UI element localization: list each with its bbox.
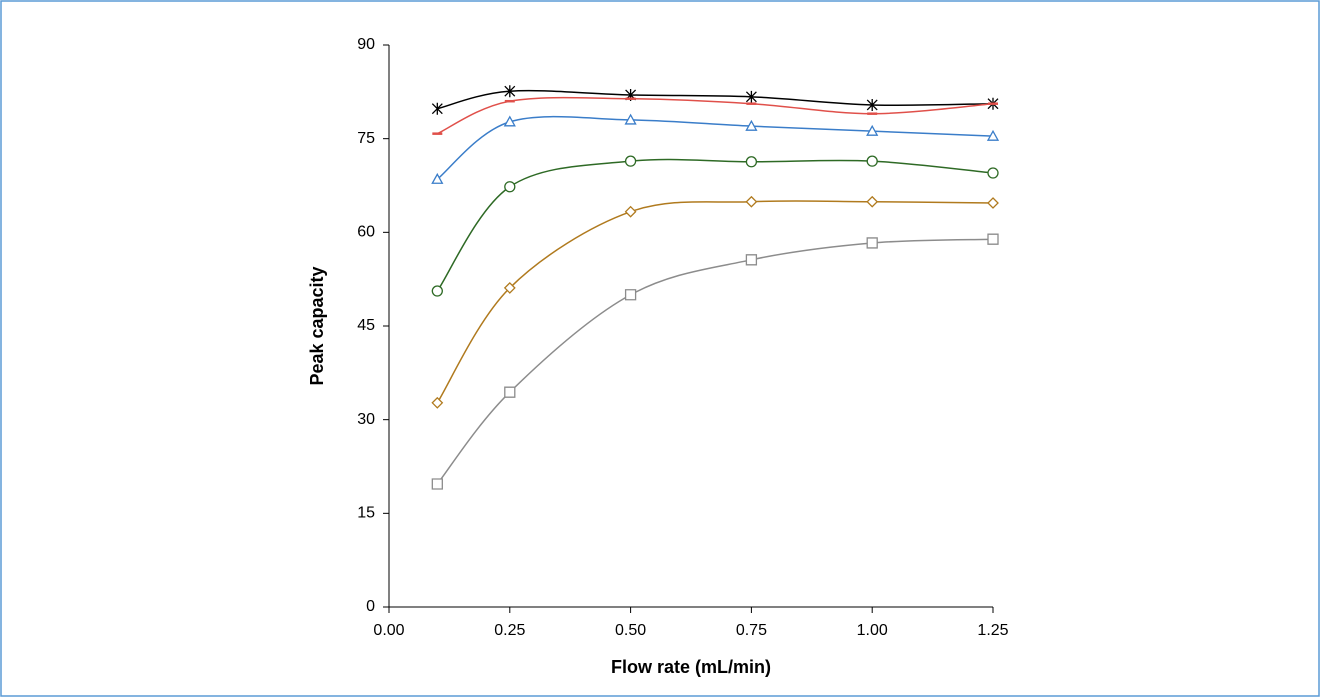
x-tick-label: 1.25 xyxy=(977,622,1008,639)
marker xyxy=(503,281,516,294)
marker xyxy=(504,386,516,398)
series-line xyxy=(437,96,994,135)
marker xyxy=(866,124,879,136)
x-tick-label: 0.50 xyxy=(615,622,646,639)
marker xyxy=(624,289,637,301)
marker xyxy=(745,90,757,103)
marker xyxy=(431,396,444,409)
marker xyxy=(866,98,878,111)
y-tick-label: 90 xyxy=(357,36,375,53)
marker xyxy=(503,115,516,127)
x-tick-label: 0.75 xyxy=(736,622,767,639)
y-axis-title: Peak capacity xyxy=(307,266,327,385)
marker xyxy=(504,181,516,193)
marker xyxy=(745,254,758,266)
marker xyxy=(624,205,637,218)
marker xyxy=(987,233,999,245)
marker xyxy=(866,237,878,249)
series-line xyxy=(436,200,994,404)
series-line xyxy=(436,238,994,485)
marker xyxy=(431,172,444,184)
marker xyxy=(745,156,758,168)
marker xyxy=(624,155,637,167)
y-tick-label: 15 xyxy=(357,505,375,522)
y-tick-label: 0 xyxy=(366,598,375,615)
y-tick-label: 45 xyxy=(357,317,375,334)
y-tick-label: 60 xyxy=(357,224,375,241)
marker xyxy=(431,285,443,297)
marker xyxy=(504,85,516,98)
y-tick-label: 30 xyxy=(357,411,375,428)
series-line xyxy=(436,115,994,180)
x-tick-label: 0.25 xyxy=(494,622,525,639)
x-axis-title: Flow rate (mL/min) xyxy=(611,657,771,677)
marker xyxy=(624,113,637,125)
marker xyxy=(986,129,1000,141)
marker xyxy=(745,195,758,208)
marker xyxy=(987,197,999,209)
marker xyxy=(431,102,443,115)
x-tick-label: 1.00 xyxy=(857,622,888,639)
series-line xyxy=(436,158,994,292)
marker xyxy=(431,478,443,490)
marker xyxy=(866,195,879,208)
x-tick-label: 0.00 xyxy=(373,622,404,639)
marker xyxy=(745,119,758,131)
marker xyxy=(866,155,878,167)
y-tick-label: 75 xyxy=(357,130,375,147)
marker xyxy=(987,167,999,179)
